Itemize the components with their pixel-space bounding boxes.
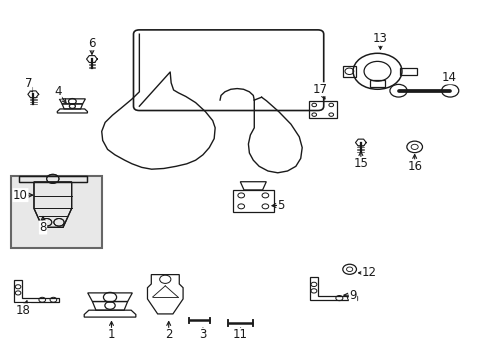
Text: 11: 11 [233,328,247,341]
Text: 13: 13 [372,32,387,45]
Bar [11,176,102,248]
Text: 4: 4 [54,85,61,98]
Text: 18: 18 [16,304,31,317]
Bar [232,190,273,212]
Text: 3: 3 [199,328,206,341]
Text: 10: 10 [13,189,28,202]
Text: 17: 17 [312,83,327,96]
Text: 1: 1 [107,328,115,341]
Text: 15: 15 [353,157,367,170]
Text: 2: 2 [164,328,172,341]
Text: 14: 14 [441,71,455,84]
Bar [308,101,336,118]
Text: 12: 12 [361,266,376,279]
Text: 5: 5 [277,199,285,212]
Text: 9: 9 [348,289,356,302]
Text: 16: 16 [407,160,421,173]
FancyBboxPatch shape [133,30,323,111]
Text: 8: 8 [39,221,47,234]
Text: 6: 6 [88,37,96,50]
Text: 7: 7 [24,77,32,90]
